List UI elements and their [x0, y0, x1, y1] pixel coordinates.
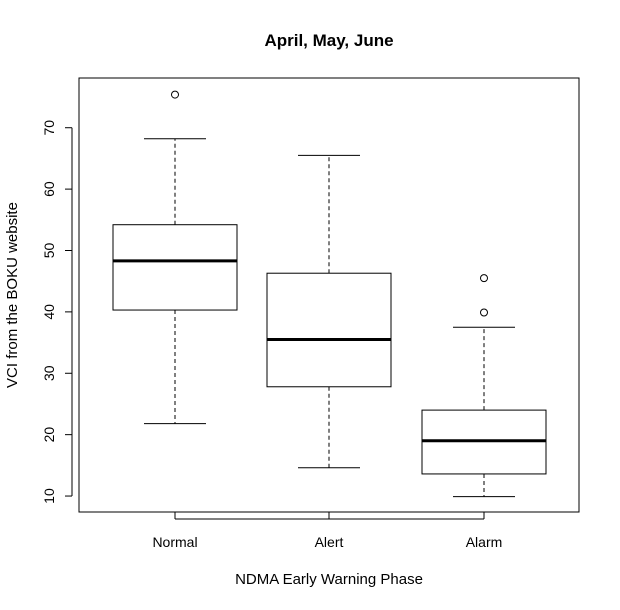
x-tick-label: Alert [315, 534, 344, 550]
x-tick-label: Alarm [466, 534, 503, 550]
box-normal [112, 90, 238, 425]
y-tick-label: 60 [41, 181, 57, 197]
x-axis: Normal Alert Alarm [152, 512, 502, 550]
y-tick-label: 70 [41, 120, 57, 136]
y-tick-label: 30 [41, 365, 57, 381]
chart-title: April, May, June [264, 31, 393, 50]
outlier-point [171, 90, 179, 99]
y-tick-label: 50 [41, 242, 57, 258]
box-alert [266, 154, 392, 469]
y-tick-label: 10 [41, 488, 57, 504]
y-tick-label: 40 [41, 304, 57, 320]
outlier-point [480, 274, 488, 283]
x-axis-label: NDMA Early Warning Phase [235, 571, 423, 588]
y-axis-label: VCI from the BOKU website [4, 202, 21, 388]
y-tick-label: 20 [41, 427, 57, 443]
boxes [112, 90, 547, 498]
iqr-box [112, 224, 238, 311]
y-axis: 10 20 30 40 50 60 70 [41, 120, 73, 504]
box-alarm [421, 274, 547, 498]
iqr-box [266, 272, 392, 388]
x-tick-label: Normal [152, 534, 197, 550]
outlier-point [480, 308, 488, 317]
